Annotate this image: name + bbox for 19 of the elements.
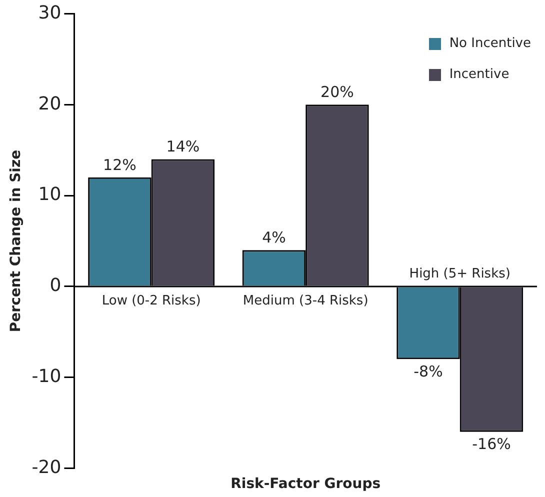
data-label: 12% [103,156,136,174]
data-label: -16% [472,435,511,454]
y-tick-label: 30 [38,2,62,24]
x-tick-label: Low (0-2 Risks) [102,293,201,308]
y-tick-label: 20 [38,93,62,114]
data-label: 20% [320,83,354,102]
x-axis-title: Risk-Factor Groups [230,476,381,492]
data-label: 14% [166,138,200,156]
legend-label: Incentive [449,67,510,82]
data-label: -8% [414,362,443,381]
y-tick-label: -20 [32,456,62,478]
y-axis-title: Percent Change in Size [8,150,24,332]
x-tick-label: High (5+ Risks) [409,266,510,282]
x-tick-label: Medium (3-4 Risks) [242,293,368,308]
y-tick-label: 10 [38,184,62,206]
y-tick-label: 0 [50,275,62,296]
y-tick-label: -10 [32,366,62,387]
data-label: 4% [262,228,286,246]
legend-label: No Incentive [449,36,531,51]
